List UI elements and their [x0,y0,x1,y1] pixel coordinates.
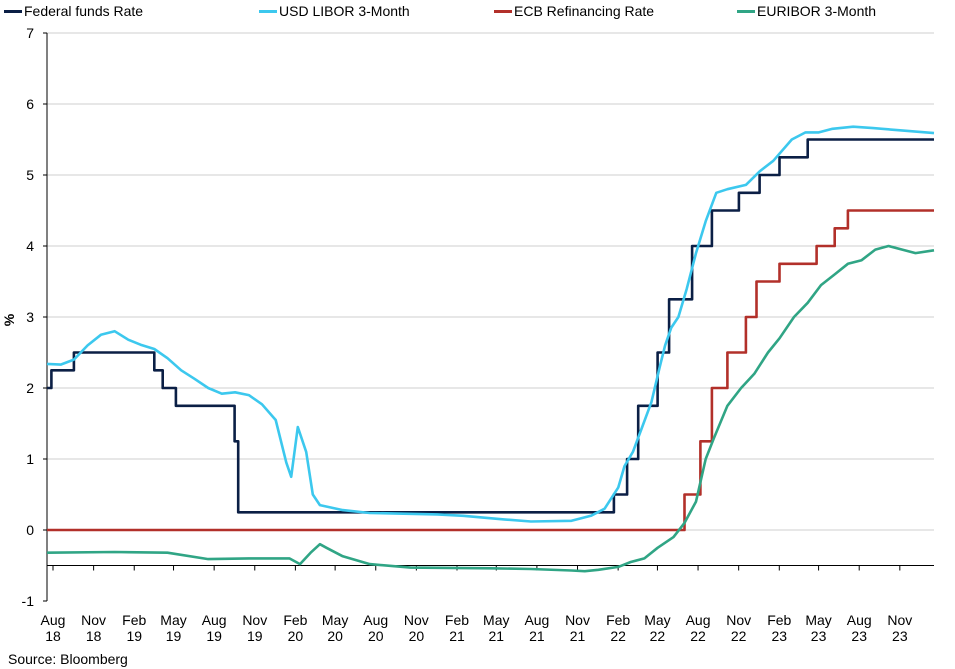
legend: Federal funds Rate USD LIBOR 3-Month ECB… [0,0,955,26]
x-tick-month-6: Feb [283,612,307,628]
x-tick-year-12: 21 [529,628,545,644]
x-tick-year-18: 23 [772,628,788,644]
y-tick-label-8: 7 [26,25,34,41]
series-line-euribor-3-month [46,244,935,573]
x-tick-year-7: 20 [327,628,343,644]
y-tick-label-2: 1 [26,451,34,467]
y-tick-label-1: 0 [26,522,34,538]
axes [43,32,934,602]
legend-label-fed-funds: Federal funds Rate [24,3,144,19]
x-tick-month-3: May [160,612,186,628]
x-tick-year-11: 21 [488,628,504,644]
legend-label-ecb-refi: ECB Refinancing Rate [514,3,655,19]
x-tick-month-17: Nov [726,612,751,628]
x-tick-month-4: Aug [202,612,227,628]
y-tick-label-3: 2 [26,380,34,396]
y-tick-label-0: -1 [22,593,35,609]
x-tick-month-7: May [322,612,348,628]
y-tick-label-7: 6 [26,96,34,112]
x-tick-year-15: 22 [650,628,666,644]
x-tick-year-20: 23 [851,628,867,644]
legend-swatch-usd-libor [259,9,277,13]
series-line-federal-funds-rate [47,138,934,514]
legend-item-usd-libor: USD LIBOR 3-Month [259,3,410,19]
x-tick-year-13: 21 [570,628,586,644]
x-tick-year-21: 23 [892,628,908,644]
y-tick-label-5: 4 [26,238,34,254]
legend-item-euribor: EURIBOR 3-Month [737,3,876,19]
x-tick-month-8: Aug [363,612,388,628]
x-tick-year-6: 20 [288,628,304,644]
x-tick-month-21: Nov [887,612,912,628]
x-tick-year-10: 21 [449,628,465,644]
x-tick-month-19: May [805,612,831,628]
x-tick-year-4: 19 [206,628,222,644]
series-line-usd-libor-3-month [46,125,935,523]
x-tick-year-3: 19 [166,628,182,644]
x-tick-year-1: 18 [86,628,102,644]
x-tick-month-2: Feb [122,612,146,628]
x-tick-year-2: 19 [126,628,142,644]
x-tick-month-20: Aug [847,612,872,628]
legend-item-fed-funds: Federal funds Rate [4,3,143,19]
x-tick-month-5: Nov [242,612,267,628]
x-tick-year-16: 22 [690,628,706,644]
x-tick-month-16: Aug [686,612,711,628]
x-tick-month-10: Feb [445,612,469,628]
y-tick-labels: -1 0 1 2 3 4 5 6 7 [22,25,35,609]
x-tick-month-15: May [644,612,670,628]
source-note: Source: Bloomberg [8,651,128,667]
x-tick-month-14: Feb [606,612,630,628]
y-tick-label-6: 5 [26,167,34,183]
x-tick-year-9: 20 [409,628,425,644]
x-tick-month-0: Aug [41,612,66,628]
gridlines [47,32,934,531]
y-axis-label: % [1,313,18,327]
x-tick-year-19: 23 [811,628,827,644]
x-tick-year-8: 20 [368,628,384,644]
x-tick-labels: Aug18Nov18Feb19May19Aug19Nov19Feb20May20… [41,612,913,644]
series-line-ecb-refinancing-rate [47,209,934,532]
y-tick-label-4: 3 [26,309,34,325]
x-tick-year-5: 19 [247,628,263,644]
x-tick-month-13: Nov [565,612,590,628]
x-tick-year-17: 22 [731,628,747,644]
series-lines [46,125,935,573]
x-tick-month-1: Nov [81,612,106,628]
x-tick-month-12: Aug [524,612,549,628]
x-tick-month-11: May [483,612,509,628]
legend-label-usd-libor: USD LIBOR 3-Month [279,3,410,19]
legend-label-euribor: EURIBOR 3-Month [757,3,877,19]
x-tick-year-0: 18 [45,628,61,644]
x-tick-year-14: 22 [610,628,626,644]
x-tick-month-18: Feb [767,612,791,628]
legend-item-ecb-refi: ECB Refinancing Rate [494,3,654,19]
legend-swatch-fed-funds [4,9,22,13]
legend-swatch-euribor [737,9,755,13]
legend-swatch-ecb-refi [494,9,512,13]
x-tick-month-9: Nov [404,612,429,628]
